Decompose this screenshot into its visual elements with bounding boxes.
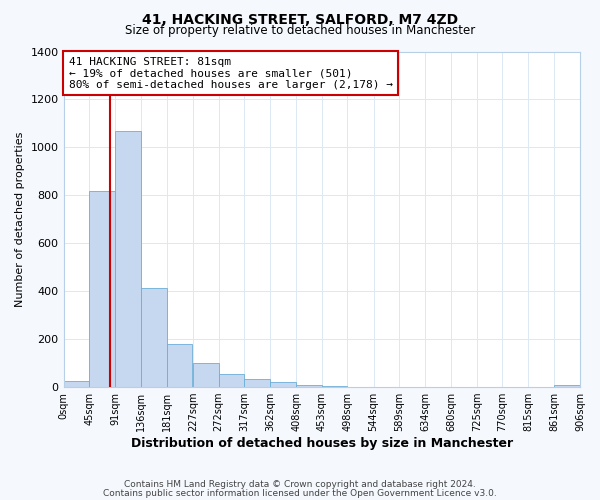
Text: Contains HM Land Registry data © Crown copyright and database right 2024.: Contains HM Land Registry data © Crown c… xyxy=(124,480,476,489)
Bar xyxy=(322,386,347,387)
Bar xyxy=(244,378,270,387)
Bar xyxy=(193,363,218,387)
Text: Contains public sector information licensed under the Open Government Licence v3: Contains public sector information licen… xyxy=(103,488,497,498)
Bar xyxy=(115,130,141,387)
Bar xyxy=(218,374,244,387)
Bar xyxy=(141,288,167,387)
Bar xyxy=(270,382,296,387)
Bar xyxy=(296,384,322,387)
X-axis label: Distribution of detached houses by size in Manchester: Distribution of detached houses by size … xyxy=(131,437,513,450)
Bar xyxy=(64,381,89,387)
Text: 41, HACKING STREET, SALFORD, M7 4ZD: 41, HACKING STREET, SALFORD, M7 4ZD xyxy=(142,12,458,26)
Bar xyxy=(554,384,580,387)
Bar xyxy=(167,344,193,387)
Text: 41 HACKING STREET: 81sqm
← 19% of detached houses are smaller (501)
80% of semi-: 41 HACKING STREET: 81sqm ← 19% of detach… xyxy=(69,56,393,90)
Y-axis label: Number of detached properties: Number of detached properties xyxy=(15,132,25,307)
Bar xyxy=(89,190,115,387)
Text: Size of property relative to detached houses in Manchester: Size of property relative to detached ho… xyxy=(125,24,475,37)
